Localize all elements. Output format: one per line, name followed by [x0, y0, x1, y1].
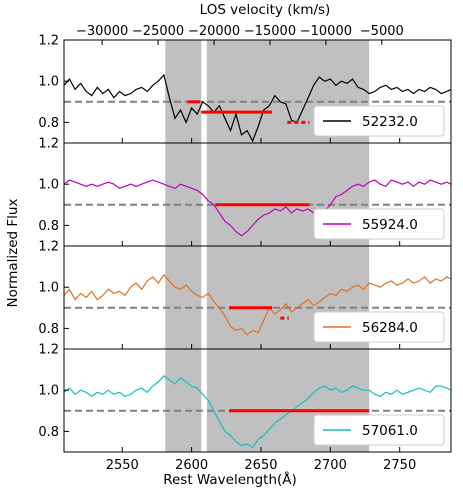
legend: 56284.0 [313, 311, 445, 343]
panel-2: 0.8 1.0 1.2 55924.0 [38, 137, 452, 247]
top-axis-label: LOS velocity (km/s) [200, 2, 331, 18]
legend-box [313, 311, 445, 343]
legend-label: 57061.0 [362, 423, 418, 439]
y-tick-label: 1.0 [38, 178, 59, 193]
y-tick-label: 0.8 [38, 219, 59, 234]
y-tick-label: 1.0 [38, 281, 59, 296]
y-tick-label: 1.2 [38, 343, 59, 358]
x-tick-label: 2750 [383, 458, 416, 473]
panel-frame [63, 348, 452, 453]
top-tick-label: −25000 [132, 24, 184, 39]
shaded-region [165, 40, 202, 143]
legend: 55924.0 [313, 208, 445, 240]
x-tick-label: 2650 [244, 458, 277, 473]
legend: 57061.0 [313, 414, 445, 446]
shaded-region [165, 349, 202, 452]
legend-label: 52232.0 [362, 114, 418, 130]
y-tick-label: 1.0 [38, 384, 59, 399]
y-tick-label: 0.8 [38, 322, 59, 337]
spectrum-line [64, 73, 451, 143]
legend-label: 56284.0 [362, 320, 418, 336]
spectrum-line [64, 179, 451, 237]
y-tick-label: 0.8 [38, 425, 59, 440]
top-tick-label: −20000 [188, 24, 240, 39]
x-tick-label: 2600 [175, 458, 208, 473]
legend: 52232.0 [313, 105, 445, 137]
x-tick-label: 2700 [314, 458, 347, 473]
shaded-region [165, 143, 202, 246]
y-tick-label: 1.2 [38, 137, 59, 152]
y-tick-label: 0.8 [38, 116, 59, 131]
top-tick-label: −10000 [300, 24, 352, 39]
top-tick-label: −30000 [76, 24, 128, 39]
legend-label: 55924.0 [362, 217, 418, 233]
legend-box [313, 208, 445, 240]
x-axis-label: Rest Wavelength(Å) [163, 471, 297, 488]
top-tick-label: −5000 [360, 24, 404, 39]
spectrum-line [64, 374, 451, 449]
shaded-region [165, 246, 202, 349]
x-axis-title: Rest Wavelength(Å) [163, 471, 297, 488]
panel-3: 0.8 1.0 1.2 56284.0 [38, 240, 452, 350]
legend-box [313, 414, 445, 446]
spectrum-line [64, 273, 451, 336]
y-tick-label: 1.0 [38, 75, 59, 90]
top-tick-label: −15000 [244, 24, 296, 39]
x-tick-label: 2550 [106, 458, 139, 473]
y-axis-title: Normalized Flux [5, 199, 21, 308]
plot-layer: 0.8 1.0 1.2 52232.0 0.8 1.0 1.2 55924.0 0.8 1.0 1.… [38, 24, 452, 473]
legend-box [313, 105, 445, 137]
top-axis-title: LOS velocity (km/s) [200, 2, 331, 18]
y-tick-label: 1.2 [38, 240, 59, 255]
panel-1: 0.8 1.0 1.2 52232.0 [38, 34, 452, 144]
y-axis-label: Normalized Flux [5, 199, 21, 308]
y-tick-label: 1.2 [38, 34, 59, 49]
panel-4: 0.8 1.0 1.2 57061.0 [38, 343, 452, 453]
